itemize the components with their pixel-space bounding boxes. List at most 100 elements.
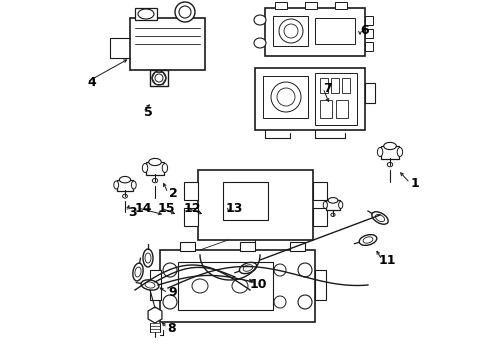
Ellipse shape — [114, 181, 119, 189]
Ellipse shape — [240, 262, 257, 274]
Bar — [160, 250, 315, 322]
Ellipse shape — [331, 213, 335, 216]
Text: 1: 1 — [411, 176, 419, 189]
Bar — [290, 242, 305, 251]
Ellipse shape — [279, 19, 303, 43]
Ellipse shape — [143, 163, 148, 172]
Bar — [240, 242, 255, 251]
Ellipse shape — [122, 194, 127, 198]
Ellipse shape — [284, 24, 298, 38]
Ellipse shape — [359, 235, 377, 246]
Ellipse shape — [152, 179, 158, 183]
Bar — [130, 18, 205, 70]
Ellipse shape — [141, 280, 159, 290]
Ellipse shape — [375, 215, 385, 222]
Bar — [265, 8, 365, 56]
Bar — [365, 42, 373, 51]
Ellipse shape — [243, 265, 253, 271]
Ellipse shape — [298, 263, 312, 277]
Bar — [275, 2, 287, 9]
Ellipse shape — [298, 295, 312, 309]
Ellipse shape — [179, 6, 191, 18]
Text: 6: 6 — [361, 23, 369, 36]
Text: 10: 10 — [249, 279, 267, 292]
Bar — [180, 242, 195, 251]
Ellipse shape — [155, 74, 163, 82]
Text: 14: 14 — [134, 202, 152, 215]
Bar — [320, 78, 328, 93]
Ellipse shape — [145, 282, 155, 288]
Bar — [150, 270, 161, 300]
Text: 15: 15 — [157, 202, 175, 215]
Ellipse shape — [148, 158, 161, 166]
Bar — [315, 73, 357, 125]
Bar — [255, 68, 365, 130]
Ellipse shape — [138, 9, 154, 19]
Bar — [263, 76, 308, 118]
Ellipse shape — [363, 237, 373, 243]
Ellipse shape — [145, 253, 151, 263]
Bar — [315, 270, 326, 300]
Ellipse shape — [152, 71, 166, 85]
Ellipse shape — [328, 198, 338, 203]
Text: 3: 3 — [128, 206, 136, 219]
Ellipse shape — [387, 162, 392, 167]
Bar — [178, 262, 273, 310]
Bar — [315, 18, 355, 44]
Ellipse shape — [163, 295, 177, 309]
Ellipse shape — [192, 279, 208, 293]
Ellipse shape — [135, 267, 141, 277]
Ellipse shape — [274, 296, 286, 308]
Ellipse shape — [162, 163, 168, 172]
Ellipse shape — [384, 143, 396, 150]
Bar — [273, 16, 308, 46]
Bar — [313, 208, 327, 226]
Text: 7: 7 — [323, 81, 332, 95]
Bar — [365, 83, 375, 103]
Bar — [326, 200, 340, 210]
Ellipse shape — [323, 202, 327, 208]
Bar — [135, 8, 157, 20]
Bar — [150, 70, 168, 86]
Text: 4: 4 — [88, 76, 97, 89]
Ellipse shape — [377, 148, 383, 157]
Bar — [313, 182, 327, 200]
Ellipse shape — [254, 15, 266, 25]
Bar — [184, 182, 198, 200]
Text: 13: 13 — [225, 202, 243, 215]
Ellipse shape — [271, 82, 301, 112]
Ellipse shape — [120, 176, 131, 183]
Ellipse shape — [372, 212, 388, 224]
Ellipse shape — [163, 263, 177, 277]
Ellipse shape — [339, 202, 343, 208]
Bar — [320, 100, 332, 118]
Bar — [365, 29, 373, 38]
Bar — [365, 16, 373, 25]
Bar — [336, 100, 348, 118]
Bar — [335, 2, 347, 9]
Bar — [146, 162, 164, 175]
Ellipse shape — [131, 181, 136, 189]
Ellipse shape — [232, 279, 248, 293]
Bar — [184, 208, 198, 226]
Text: 12: 12 — [183, 202, 201, 215]
Bar — [198, 170, 313, 240]
Text: 9: 9 — [169, 287, 177, 300]
Ellipse shape — [397, 148, 403, 157]
Text: 2: 2 — [169, 186, 177, 199]
Ellipse shape — [274, 264, 286, 276]
Ellipse shape — [254, 38, 266, 48]
Bar — [223, 182, 268, 220]
Ellipse shape — [277, 88, 295, 106]
Bar — [117, 180, 133, 191]
Ellipse shape — [143, 249, 153, 267]
Text: 5: 5 — [144, 105, 152, 118]
Polygon shape — [148, 307, 162, 323]
Ellipse shape — [175, 2, 195, 22]
Bar — [342, 78, 350, 93]
Bar — [305, 2, 317, 9]
Bar — [381, 146, 399, 159]
Bar — [331, 78, 339, 93]
Ellipse shape — [133, 263, 143, 281]
Text: 8: 8 — [168, 321, 176, 334]
